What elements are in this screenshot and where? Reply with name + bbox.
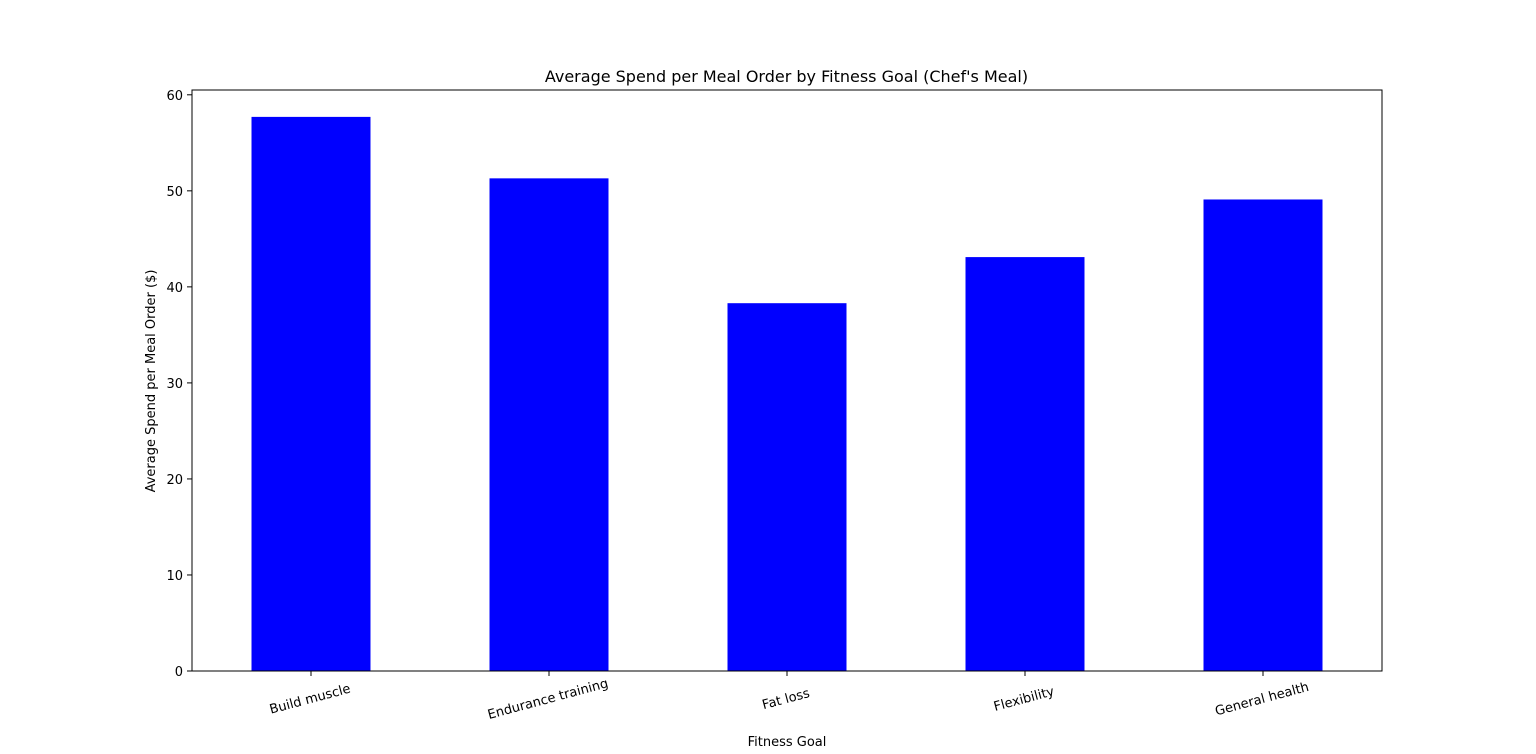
y-axis: 0 10 20 30 40 50 60	[166, 89, 192, 680]
y-tick-label: 60	[166, 89, 183, 104]
bar-general-health	[1203, 199, 1323, 671]
x-tick-label: General health	[1214, 680, 1311, 719]
y-tick-label: 0	[175, 665, 183, 680]
x-tick-label: Build muscle	[268, 682, 352, 718]
x-axis: Build muscle Endurance training Fat loss Fl…	[268, 671, 1311, 723]
bar-endurance-training	[489, 178, 609, 672]
x-tick-label: Fat loss	[761, 686, 812, 713]
bar-fat-loss	[727, 303, 847, 671]
y-axis-label: Average Spend per Meal Order ($)	[144, 270, 159, 493]
y-tick-label: 50	[166, 185, 183, 200]
x-tick-label: Endurance training	[486, 676, 610, 723]
bar-flexibility	[965, 257, 1085, 671]
y-tick-label: 20	[166, 473, 183, 488]
x-axis-label: Fitness Goal	[748, 735, 827, 750]
y-tick-label: 10	[166, 569, 183, 584]
bar-build-muscle	[251, 116, 371, 671]
bars-group	[251, 116, 1323, 672]
y-tick-label: 30	[166, 377, 183, 392]
x-tick-label: Flexibility	[992, 684, 1056, 715]
y-tick-label: 40	[166, 281, 183, 296]
chart-title: Average Spend per Meal Order by Fitness …	[545, 67, 1028, 86]
